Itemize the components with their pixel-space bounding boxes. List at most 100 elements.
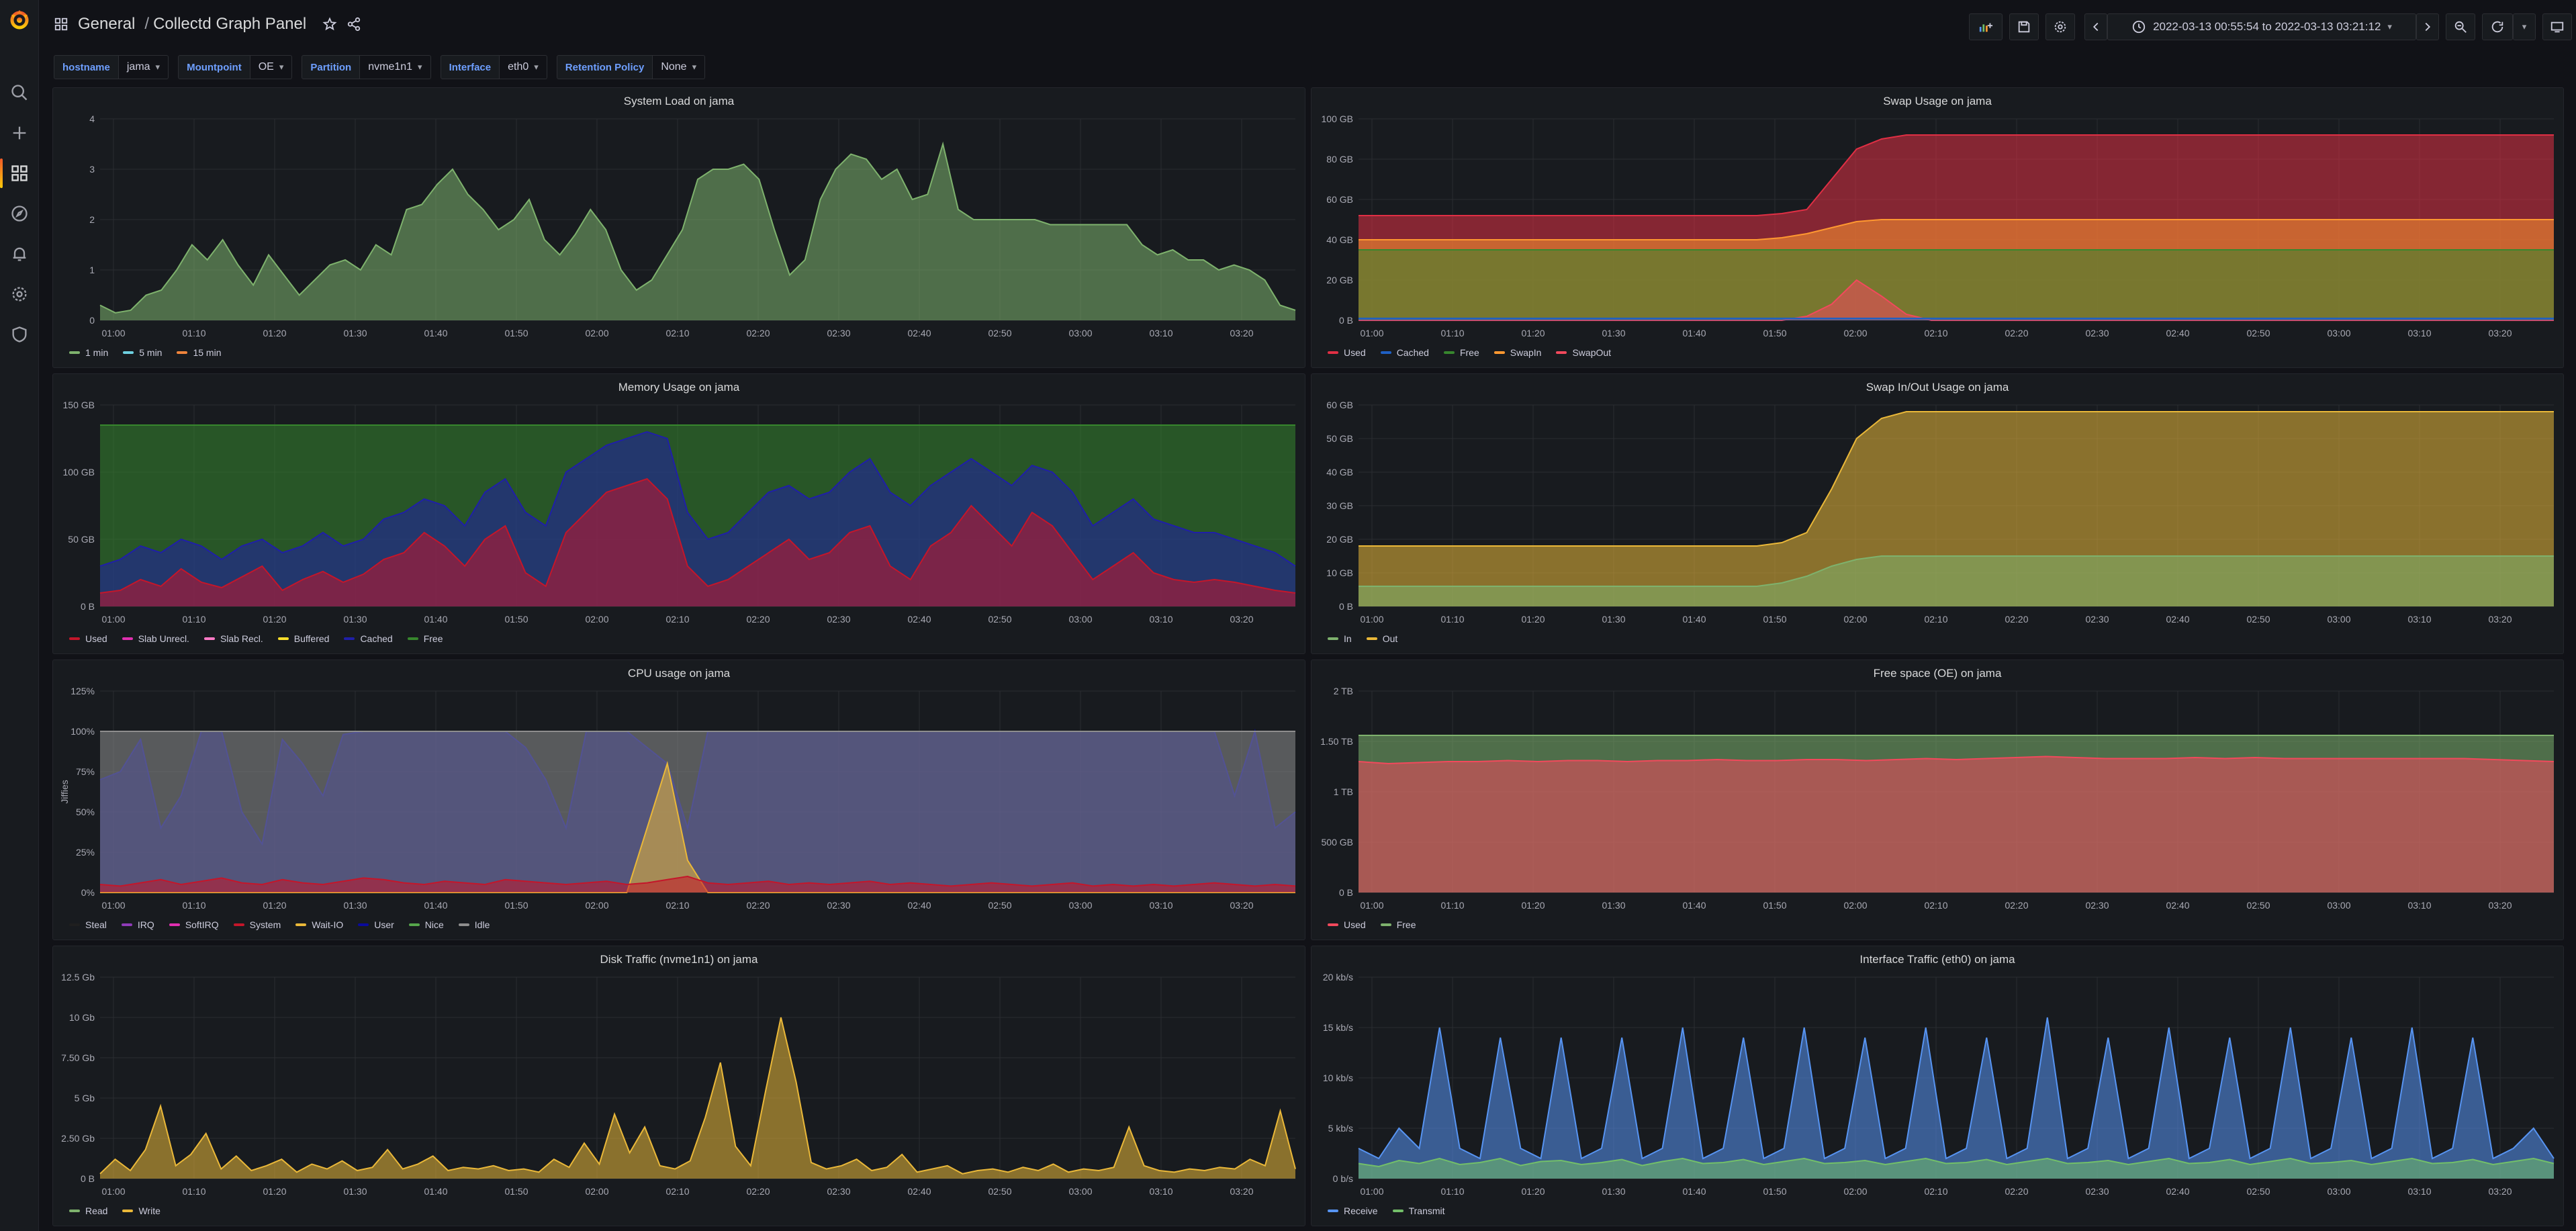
interface-traffic-chart[interactable]: 0 b/s 5 kb/s 10 kb/s 15 kb/s 20 kb/s 01:00 01:… <box>1312 946 2565 1227</box>
legend-item[interactable]: 5 min <box>123 347 162 358</box>
breadcrumb-folder[interactable]: General <box>78 15 136 33</box>
legend-swatch <box>121 923 132 926</box>
x-tick-label: 02:00 <box>585 328 608 338</box>
legend-item[interactable]: SoftIRQ <box>169 919 219 930</box>
legend-item[interactable]: Read <box>69 1205 107 1216</box>
legend-item[interactable]: Free <box>1443 347 1479 358</box>
series-line-transmit <box>1358 1157 2555 1168</box>
legend-item[interactable]: Cached <box>344 633 393 644</box>
x-tick-label: 02:30 <box>2085 328 2109 338</box>
legend-item[interactable]: Nice <box>408 919 444 930</box>
swap-inout-chart[interactable]: 0 B 10 GB 20 GB 30 GB 40 GB 50 GB 60 GB 01:00 01… <box>1312 374 2565 655</box>
x-tick-label: 01:50 <box>1763 328 1786 338</box>
legend-item[interactable]: Used <box>69 633 107 644</box>
panel-system-load[interactable]: System Load on jama 0 1 2 3 4 01:00 01:10 01:20… <box>52 87 1305 368</box>
legend-item[interactable]: Used <box>1328 347 1366 358</box>
add-panel-button[interactable] <box>1969 13 2003 40</box>
legend-item[interactable]: Wait-IO <box>295 919 343 930</box>
legend-item[interactable]: SwapIn <box>1493 347 1541 358</box>
legend-item[interactable]: Steal <box>69 919 107 930</box>
dashboard-settings-button[interactable] <box>2045 13 2075 40</box>
bell-icon[interactable] <box>6 240 33 267</box>
legend-item[interactable]: Cached <box>1380 347 1429 358</box>
gear-icon[interactable] <box>6 281 33 308</box>
shield-icon[interactable] <box>6 321 33 348</box>
refresh-button[interactable] <box>2482 13 2513 40</box>
compass-icon[interactable] <box>6 200 33 227</box>
panel-disk-traffic[interactable]: Disk Traffic (nvme1n1) on jama 0 B 2.50 G… <box>52 946 1305 1226</box>
save-dashboard-button[interactable] <box>2009 13 2039 40</box>
legend-item[interactable]: 1 min <box>69 347 108 358</box>
legend-item[interactable]: Free <box>407 633 443 644</box>
y-tick-label: 20 kb/s <box>1323 972 1353 983</box>
x-tick-label: 03:00 <box>1068 614 1092 625</box>
tv-mode-button[interactable] <box>2542 13 2572 40</box>
legend-item[interactable]: Idle <box>458 919 490 930</box>
plus-icon[interactable] <box>6 120 33 146</box>
legend-swatch <box>1328 1210 1338 1212</box>
legend-item[interactable]: In <box>1328 633 1352 644</box>
legend-item[interactable]: Slab Unrecl. <box>122 633 189 644</box>
time-forward-button[interactable] <box>2416 13 2439 40</box>
panel-swap-usage[interactable]: Swap Usage on jama 0 B 20 GB 40 GB 60 GB 80 … <box>1311 87 2564 368</box>
legend-item[interactable]: IRQ <box>121 919 154 930</box>
star-icon[interactable] <box>322 17 337 32</box>
panel-title[interactable]: CPU usage on jama <box>627 667 731 680</box>
y-tick-label: 40 GB <box>1326 467 1353 477</box>
swap-usage-chart[interactable]: 0 B 20 GB 40 GB 60 GB 80 GB 100 GB 01:00 01:10 0… <box>1312 88 2565 369</box>
legend-item[interactable]: Transmit <box>1392 1205 1445 1216</box>
panel-title[interactable]: System Load on jama <box>623 95 735 107</box>
legend-item[interactable]: Used <box>1328 919 1366 930</box>
variable-dropdown[interactable]: jama <box>118 55 169 79</box>
x-tick-label: 02:10 <box>1924 328 1947 338</box>
legend-item[interactable]: System <box>233 919 281 930</box>
disk-traffic-chart[interactable]: 0 B 2.50 Gb 5 Gb 7.50 Gb 10 Gb 12.5 Gb 01:00 01… <box>53 946 1306 1227</box>
variable-dropdown[interactable]: None <box>653 55 706 79</box>
share-icon[interactable] <box>347 17 361 32</box>
time-back-button[interactable] <box>2084 13 2107 40</box>
search-icon[interactable] <box>6 79 33 106</box>
variable-dropdown[interactable]: eth0 <box>500 55 547 79</box>
system-load-chart[interactable]: 0 1 2 3 4 01:00 01:10 01:20 01:30 01:40 01:50 02:00… <box>53 88 1306 369</box>
panel-title[interactable]: Free space (OE) on jama <box>1873 667 2002 680</box>
x-tick-label: 01:30 <box>1602 328 1625 338</box>
legend-swatch <box>123 351 134 354</box>
grafana-logo-icon[interactable] <box>8 8 31 31</box>
legend-item[interactable]: Write <box>122 1205 160 1216</box>
gear-icon <box>2054 21 2066 33</box>
panel-title[interactable]: Memory Usage on jama <box>618 381 740 394</box>
variable-dropdown[interactable]: OE <box>250 55 293 79</box>
x-tick-label: 03:10 <box>2407 328 2431 338</box>
y-tick-label: 10 kb/s <box>1323 1073 1353 1083</box>
variable-dropdown[interactable]: nvme1n1 <box>360 55 431 79</box>
panel-title[interactable]: Swap In/Out Usage on jama <box>1866 381 2009 394</box>
legend-item[interactable]: Slab Recl. <box>203 633 263 644</box>
cpu-usage-chart[interactable]: 0% 25% 50% 75% 100% 125% 01:00 01:10 01:20 01:30 0… <box>53 660 1306 941</box>
panel-free-space[interactable]: Free space (OE) on jama 0 B 500 GB 1 TB 1.5… <box>1311 659 2564 940</box>
zoom-out-button[interactable] <box>2446 13 2475 40</box>
x-tick-label: 01:10 <box>1440 1186 1464 1197</box>
panel-interface-traffic[interactable]: Interface Traffic (eth0) on jama 0 b/s 5 … <box>1311 946 2564 1226</box>
legend-item[interactable]: SwapOut <box>1556 347 1611 358</box>
refresh-interval-dropdown[interactable]: ▾ <box>2513 13 2536 40</box>
time-range-picker[interactable]: 2022-03-13 00:55:54 to 2022-03-13 03:21:… <box>2107 13 2416 40</box>
legend-item[interactable]: Free <box>1380 919 1416 930</box>
legend-item[interactable]: Out <box>1366 633 1397 644</box>
x-tick-label: 03:20 <box>1230 1186 1253 1197</box>
legend-item[interactable]: User <box>358 919 394 930</box>
panel-title[interactable]: Swap Usage on jama <box>1883 95 1992 107</box>
memory-usage-chart[interactable]: 0 B 50 GB 100 GB 150 GB 01:00 01:10 01:20 01:30… <box>53 374 1306 655</box>
dashboards-icon[interactable] <box>6 160 33 187</box>
panel-cpu-usage[interactable]: CPU usage on jama 0% 25% 50% 75% 100% 125% 01:… <box>52 659 1305 940</box>
dashboard-title[interactable]: Collectd Graph Panel <box>153 15 307 33</box>
panel-swap-inout[interactable]: Swap In/Out Usage on jama 0 B 10 GB 20 GB 3… <box>1311 373 2564 654</box>
panel-title[interactable]: Disk Traffic (nvme1n1) on jama <box>600 953 758 966</box>
panel-title[interactable]: Interface Traffic (eth0) on jama <box>1859 953 2015 966</box>
legend-item[interactable]: Receive <box>1328 1205 1378 1216</box>
free-space-chart[interactable]: 0 B 500 GB 1 TB 1.50 TB 2 TB 01:00 01:10 01:20 0… <box>1312 660 2565 941</box>
legend-item[interactable]: 15 min <box>177 347 222 358</box>
legend-item[interactable]: Buffered <box>277 633 329 644</box>
panel-memory-usage[interactable]: Memory Usage on jama 0 B 50 GB 100 GB 150 G… <box>52 373 1305 654</box>
x-tick-label: 02:40 <box>2166 1186 2189 1197</box>
series-area-free <box>1359 250 2554 320</box>
